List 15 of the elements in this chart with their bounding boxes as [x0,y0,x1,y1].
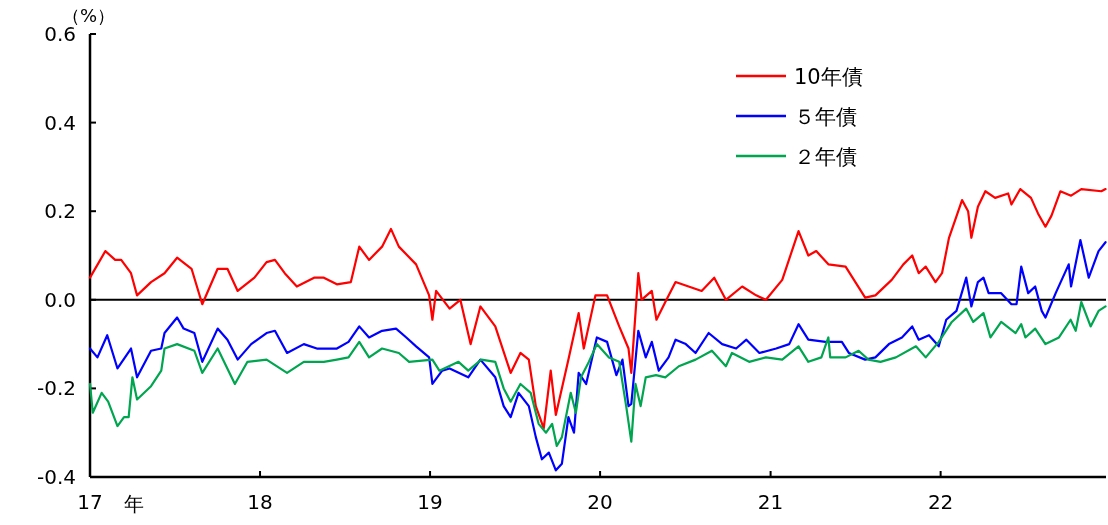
x-tick-label: 20 [587,490,613,514]
x-tick-label: 22 [927,490,954,514]
x-tick-label: 17 [77,490,103,514]
y-tick-label: 0.0 [44,287,76,312]
y-tick-label: -0.4 [36,465,76,489]
x-tick-label: 21 [757,490,784,514]
legend-label: ５年債 [794,105,857,129]
y-tick-label: 0.2 [44,199,76,224]
x-tick-label: 19 [417,490,443,514]
x-tick-label: 18 [247,490,273,514]
legend-label: ２年債 [794,145,857,169]
y-tick-label: 0.4 [44,110,76,135]
y-tick-label: -0.2 [36,376,76,401]
legend-label: 10年債 [794,65,863,89]
x-axis-title: 年 [124,492,144,516]
